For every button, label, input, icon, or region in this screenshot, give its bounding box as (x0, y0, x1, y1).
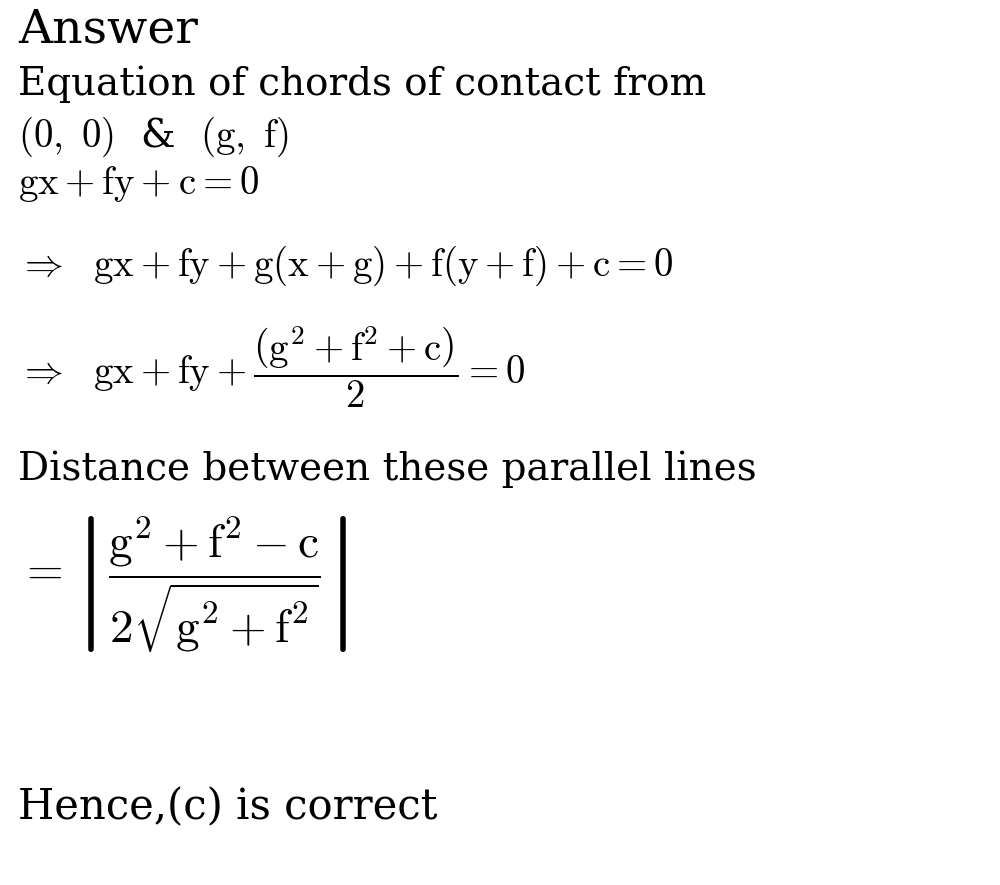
Text: $\Rightarrow\ \ \mathrm{gx + fy + g(x+g) + f(y+f) + c = 0}$: $\Rightarrow\ \ \mathrm{gx + fy + g(x+g)… (18, 243, 674, 288)
Text: Answer: Answer (18, 7, 198, 53)
Text: $(0,\ 0)$  &  $(\mathrm{g,\ f})$: $(0,\ 0)$ & $(\mathrm{g,\ f})$ (18, 115, 289, 159)
Text: Equation of chords of contact from: Equation of chords of contact from (18, 65, 706, 103)
Text: Distance between these parallel lines: Distance between these parallel lines (18, 450, 757, 488)
Text: $= \left| \dfrac{\mathrm{g^2 + f^2 - c}}{2\sqrt{\mathrm{g^2 + f^2}}} \right|$: $= \left| \dfrac{\mathrm{g^2 + f^2 - c}}… (18, 514, 348, 654)
Text: $\Rightarrow\ \ \mathrm{gx + fy +}\dfrac{\left(\mathrm{g^2 + f^2 + c}\right)}{2}: $\Rightarrow\ \ \mathrm{gx + fy +}\dfrac… (18, 325, 525, 410)
Text: Hence,(c) is correct: Hence,(c) is correct (18, 786, 437, 828)
Text: $\mathrm{gx + fy + c = 0}$: $\mathrm{gx + fy + c = 0}$ (18, 164, 259, 204)
